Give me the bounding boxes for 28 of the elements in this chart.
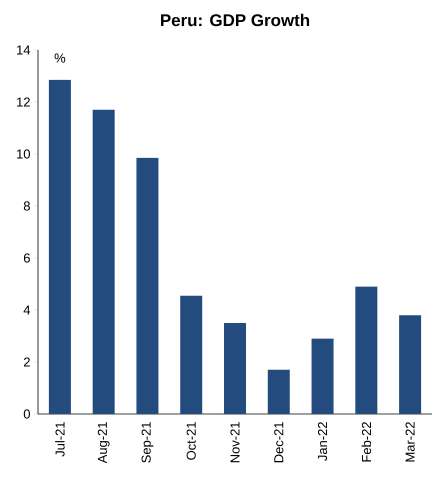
x-tick-label: Oct-21	[186, 422, 196, 460]
x-tick-label: Sep-21	[142, 422, 154, 463]
bar	[399, 315, 422, 414]
bar	[180, 296, 202, 414]
y-tick-label: 12	[17, 97, 30, 107]
y-tick-label: 10	[17, 149, 30, 159]
x-tick-label: Jul-21	[55, 422, 65, 457]
bar	[92, 110, 115, 414]
x-tick-label: Feb-22	[362, 422, 372, 462]
y-tick-label: 14	[17, 46, 30, 54]
x-tick-label: Dec-21	[274, 422, 284, 462]
bar	[224, 323, 246, 414]
x-tick-label: Nov-21	[230, 422, 240, 462]
y-tick-label: 2	[24, 357, 30, 367]
bar	[268, 370, 290, 414]
x-tick-label: Aug-21	[98, 422, 110, 464]
y-tick-label: 8	[24, 201, 30, 211]
y-tick-label: 0	[24, 409, 30, 419]
y-tick-label: 4	[24, 306, 30, 314]
bar	[48, 80, 71, 414]
chart-title: Peru: GDP Growth	[161, 14, 310, 26]
x-tick-label: Jan-22	[318, 422, 328, 461]
y-tick-label: 6	[24, 253, 30, 263]
bar	[136, 158, 158, 414]
bar	[312, 338, 334, 414]
y-axis-title: %	[54, 54, 66, 63]
bar	[355, 286, 378, 414]
x-tick-label: Mar-22	[406, 422, 415, 462]
